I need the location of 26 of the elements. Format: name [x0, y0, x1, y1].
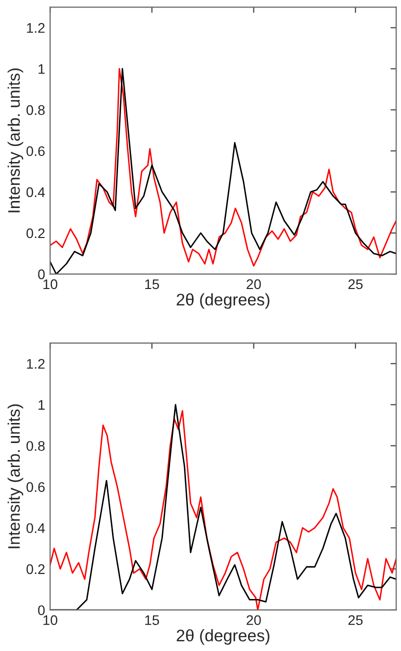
x-tick-label: 25 — [348, 279, 363, 290]
x-tick-label: 10 — [43, 615, 58, 626]
y-tick-label: 0.4 — [26, 523, 45, 534]
y-tick-label: 1 — [38, 64, 45, 74]
y-tick-label: 1.2 — [27, 358, 45, 369]
y-tick-label: 0.6 — [26, 482, 45, 492]
x-tick-label: 15 — [145, 279, 160, 290]
x-axis-title: 2θ (degrees) — [176, 629, 270, 645]
y-tick-label: 0 — [38, 269, 45, 280]
y-tick-label: 0 — [38, 605, 45, 616]
y-tick-label: 0.6 — [26, 146, 45, 156]
y-tick-label: 0.8 — [26, 441, 45, 451]
x-tick-label: 15 — [145, 615, 160, 626]
y-tick-label: 0.4 — [26, 187, 45, 198]
x-tick-label: 25 — [348, 615, 363, 626]
y-axis-title: Intensity (arb. units) — [8, 404, 24, 548]
y-tick-label: 0.8 — [26, 105, 45, 115]
y-tick-label: 0.2 — [26, 564, 45, 574]
x-axis-title: 2θ (degrees) — [176, 293, 270, 309]
y-tick-label: 1 — [38, 400, 45, 410]
x-tick-label: 10 — [43, 279, 58, 290]
x-tick-label: 20 — [246, 279, 261, 290]
x-tick-label: 20 — [246, 615, 261, 626]
y-axis-title: Intensity (arb. units) — [8, 68, 24, 212]
y-tick-label: 0.2 — [26, 228, 45, 238]
y-tick-label: 1.2 — [27, 23, 45, 33]
